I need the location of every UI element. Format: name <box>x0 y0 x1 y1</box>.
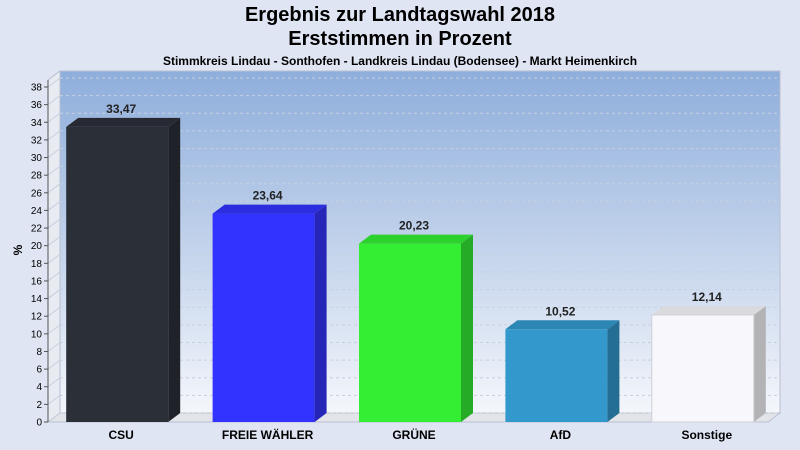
bar-top <box>212 204 327 214</box>
x-tick-label: AfD <box>550 428 572 442</box>
chart-title: Ergebnis zur Landtagswahl 2018 <box>244 4 556 26</box>
x-tick-label: Sonstige <box>681 428 732 442</box>
y-tick-label: 26 <box>31 188 43 199</box>
y-tick-label: 20 <box>31 241 43 252</box>
x-tick-label: CSU <box>109 428 134 442</box>
category-labels: CSU FREIE WÄHLER GRÜNE AfD Sonstige <box>109 427 733 442</box>
bar-front <box>359 243 461 422</box>
y-tick-label: 24 <box>31 206 43 217</box>
grid-line-side <box>47 130 61 141</box>
bar-side <box>753 305 766 422</box>
bars: 33,47 23,64 20,23 10,52 12,14 <box>66 102 766 423</box>
grid-line-side <box>47 218 61 229</box>
y-tick-label: 6 <box>36 365 42 376</box>
bar-csu: 33,47 <box>66 102 181 423</box>
y-tick-label: 18 <box>31 259 43 270</box>
y-tick-label: 30 <box>31 153 43 164</box>
y-tick-label: 28 <box>31 171 43 182</box>
data-label: 23,64 <box>253 189 283 203</box>
y-axis-label: % <box>11 244 25 255</box>
grid-line-side <box>47 148 61 158</box>
y-tick-label: 36 <box>31 100 43 111</box>
grid-line-side <box>47 324 61 335</box>
data-label: 10,52 <box>545 304 575 318</box>
grid-line-side <box>47 359 61 370</box>
bar-front <box>66 126 169 423</box>
chart-subtitle: Stimmkreis Lindau - Sonthofen - Landkrei… <box>162 54 638 68</box>
y-tick-label: 4 <box>36 382 42 393</box>
y-tick-label: 16 <box>31 276 43 287</box>
y-tick-label: 12 <box>31 312 43 323</box>
bar-sonstige: 12,14 <box>651 290 766 423</box>
y-tick-label: 14 <box>31 294 43 305</box>
grid-line-side <box>47 342 61 352</box>
bar-afd: 10,52 <box>505 304 620 422</box>
y-tick-label: 10 <box>31 329 43 340</box>
grid-line-side <box>47 253 61 264</box>
y-tick-label: 32 <box>31 135 43 146</box>
grid-line-side <box>47 95 61 106</box>
grid-line-side <box>47 271 61 282</box>
grid-line-side <box>47 77 61 88</box>
bar-front <box>651 314 754 422</box>
x-tick-label: FREIE WÄHLER <box>222 427 314 442</box>
bar-side <box>168 117 181 423</box>
bar-freie-w-hler: 23,64 <box>212 189 327 422</box>
x-tick-label: GRÜNE <box>392 427 435 442</box>
bar-front <box>212 213 315 422</box>
bar-side <box>461 234 473 422</box>
bar-top <box>66 117 181 127</box>
bar-top <box>505 320 620 330</box>
y-tick-label: 38 <box>31 83 43 94</box>
grid-line-side <box>47 201 61 211</box>
bar-front <box>505 329 608 422</box>
bar-side <box>314 204 327 422</box>
bar-gr-ne: 20,23 <box>359 219 473 422</box>
data-label: 12,14 <box>692 290 722 304</box>
grid-line-side <box>47 236 61 247</box>
bar-top <box>651 305 766 315</box>
y-tick-label: 34 <box>31 118 43 129</box>
grid-line-side <box>47 112 61 123</box>
grid-line-side <box>47 412 61 423</box>
data-label: 33,47 <box>106 102 136 116</box>
y-tick-label: 22 <box>31 224 43 235</box>
grid-line-side <box>47 183 61 194</box>
bar-outline <box>651 314 755 423</box>
y-tick-label: 0 <box>36 418 42 429</box>
chart-title-line2: Erststimmen in Prozent <box>288 28 512 50</box>
y-tick-label: 2 <box>36 400 42 411</box>
grid-line-side <box>47 289 61 299</box>
side-wall <box>47 70 61 423</box>
y-tick-label: 8 <box>36 347 42 358</box>
grid-line-side <box>47 377 61 388</box>
grid-line-side <box>47 165 61 176</box>
bar-top <box>359 234 473 244</box>
data-label: 20,23 <box>399 219 429 233</box>
grid-line-side <box>47 394 61 405</box>
bar-side <box>607 320 620 422</box>
grid-line-side <box>47 306 61 317</box>
